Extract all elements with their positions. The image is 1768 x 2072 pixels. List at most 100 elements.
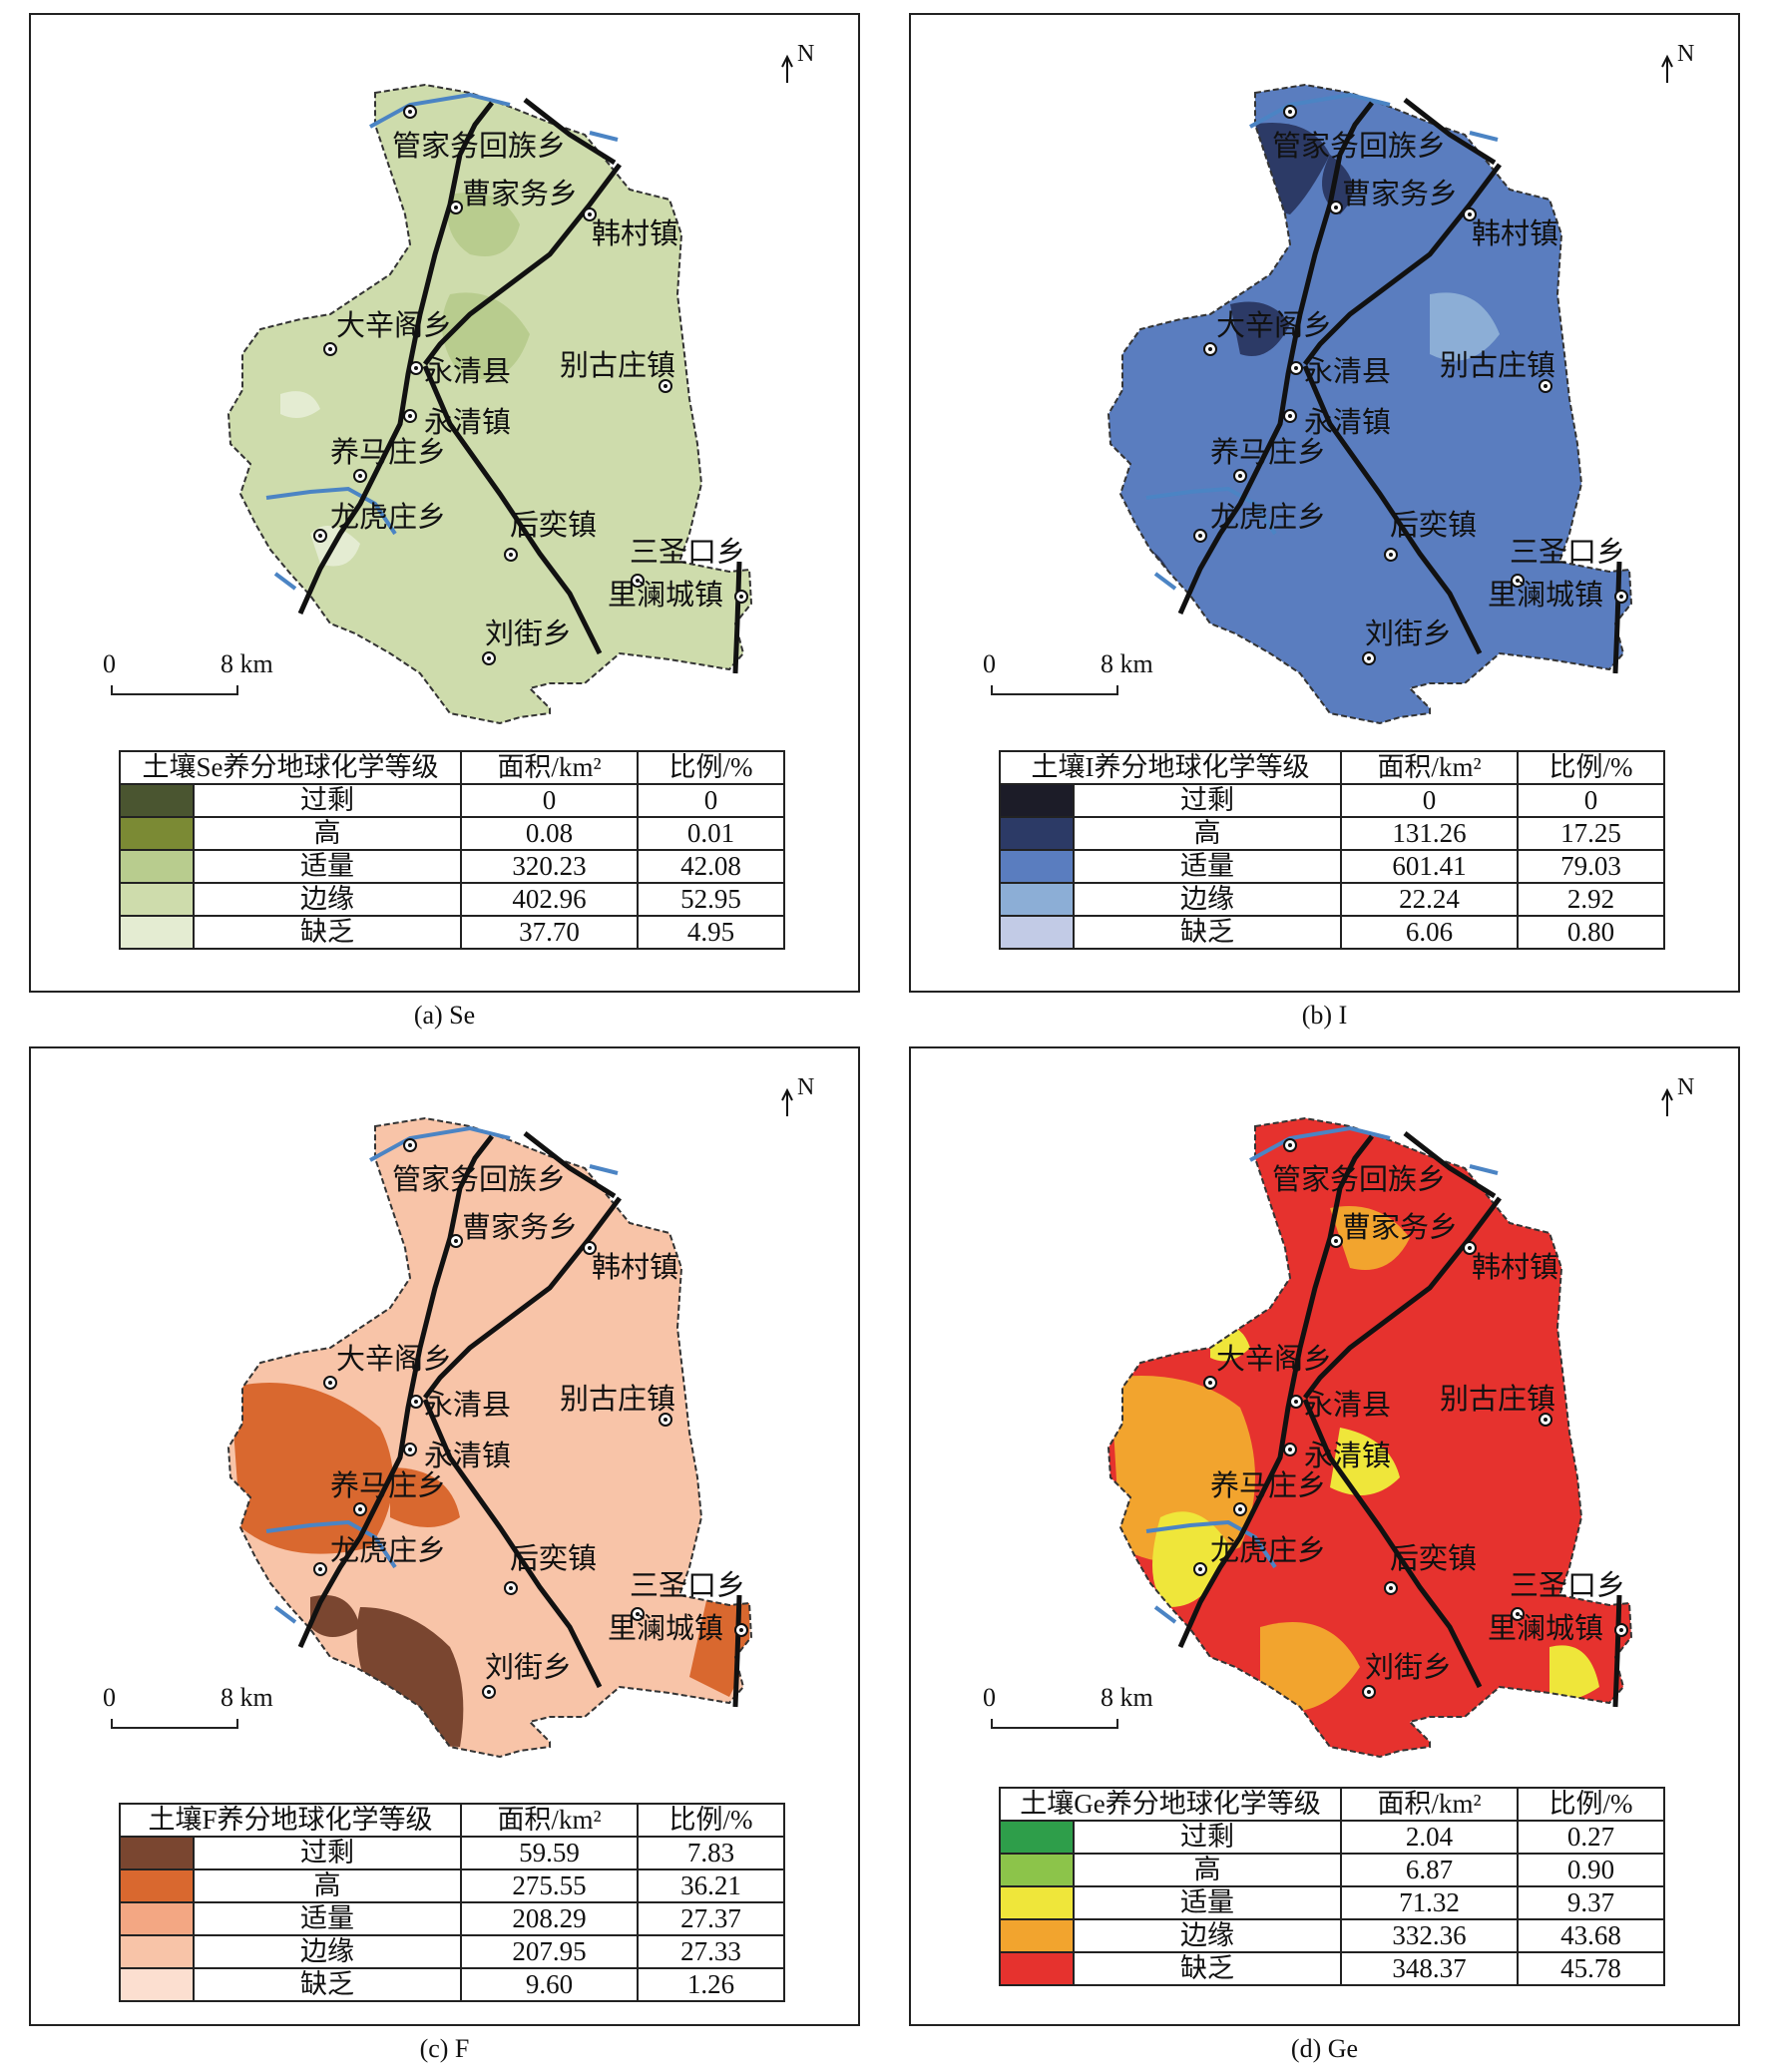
grade-patch: [1430, 292, 1500, 361]
area-header: 面积/km²: [460, 750, 639, 785]
place-label: 刘街乡: [485, 1652, 573, 1684]
place-label: 别古庄镇: [1440, 1384, 1556, 1416]
river: [589, 1164, 619, 1175]
area-value: 0: [1340, 783, 1519, 818]
area-value: 131.26: [1340, 816, 1519, 851]
grade-label: 适量: [193, 849, 462, 884]
area-value: 320.23: [460, 849, 639, 884]
grade-label: 过剩: [1073, 783, 1342, 818]
town-marker-dot: [663, 1418, 667, 1422]
ratio-header: 比例/%: [1517, 750, 1665, 785]
road: [523, 1131, 617, 1199]
legend-table: 土壤F养分地球化学等级 面积/km² 比例/% 过剩 59.59 7.83 高 275.55 3…: [119, 1803, 785, 2002]
road: [1612, 561, 1622, 674]
place-label: 韩村镇: [592, 218, 679, 250]
ratio-value: 0.90: [1517, 1853, 1665, 1887]
river: [369, 92, 511, 129]
river: [273, 572, 297, 591]
scale-km-label: 8 km: [221, 1683, 273, 1712]
legend-table: 土壤Ge养分地球化学等级 面积/km² 比例/% 过剩 2.04 0.27 高 6.87 0.9…: [999, 1787, 1665, 1986]
road: [1177, 1134, 1374, 1649]
county-boundary: [226, 83, 753, 725]
town-marker-dot: [1238, 474, 1242, 478]
town-marker-dot: [663, 384, 667, 388]
legend-row: 高 6.87 0.90: [999, 1853, 1665, 1887]
town-marker-dot: [1334, 206, 1338, 209]
town-marker-dot: [408, 1143, 412, 1147]
map-panel: 管家务回族乡 曹家务乡 韩村镇 大辛阁乡 永清县 别古庄镇 永清镇 养马庄乡 龙虎庄乡 后奕镇 三圣…: [29, 13, 860, 993]
legend-swatch: [999, 783, 1075, 818]
legend-row: 边缘 22.24 2.92: [999, 882, 1665, 917]
grade-label: 边缘: [193, 1934, 462, 1969]
county-boundary: [226, 1116, 753, 1759]
legend-row: 缺乏 348.37 45.78: [999, 1951, 1665, 1986]
place-label: 养马庄乡: [330, 1470, 447, 1502]
legend-row: 缺乏 37.70 4.95: [119, 915, 785, 950]
legend-swatch: [119, 783, 195, 818]
road: [423, 1196, 622, 1400]
place-label: 曹家务乡: [462, 179, 579, 210]
legend-title: 土壤I养分地球化学等级: [999, 750, 1342, 785]
place-label: 别古庄镇: [1440, 350, 1556, 382]
place-label: 里澜城镇: [608, 580, 724, 612]
legend-swatch: [999, 1853, 1075, 1887]
road: [422, 1399, 603, 1689]
place-label: 曹家务乡: [462, 1212, 579, 1244]
ratio-value: 42.08: [637, 849, 785, 884]
town-marker-dot: [636, 579, 640, 583]
area-value: 6.06: [1340, 915, 1519, 950]
legend-swatch: [999, 849, 1075, 884]
river: [369, 1125, 511, 1162]
scale-bar: [111, 1719, 238, 1729]
place-label: 管家务回族乡: [392, 131, 567, 163]
place-label: 大辛阁乡: [1216, 1344, 1333, 1376]
area-value: 6.87: [1340, 1853, 1519, 1887]
grade-patch: [230, 1383, 393, 1554]
legend-row: 过剩 59.59 7.83: [119, 1836, 785, 1870]
area-value: 402.96: [460, 882, 639, 917]
river: [1153, 572, 1177, 591]
place-label: 龙虎庄乡: [1210, 1535, 1327, 1567]
legend-row: 适量 208.29 27.37: [119, 1901, 785, 1936]
road: [297, 1134, 494, 1649]
legend-swatch: [119, 849, 195, 884]
legend-swatch: [119, 1868, 195, 1903]
legend-swatch: [119, 1836, 195, 1870]
panel-caption: (a) Se: [413, 1001, 476, 1030]
town-marker-dot: [1619, 1628, 1623, 1632]
grade-label: 过剩: [193, 783, 462, 818]
county-boundary: [1106, 83, 1633, 725]
town-marker-dot: [1334, 1239, 1338, 1243]
grade-patch: [1549, 1645, 1599, 1701]
town-marker-dot: [1367, 656, 1371, 660]
town-marker-dot: [1468, 212, 1472, 216]
town-marker-dot: [1389, 1586, 1393, 1590]
ratio-value: 1.26: [637, 1967, 785, 2002]
place-label: 刘街乡: [1365, 1652, 1453, 1684]
area-header: 面积/km²: [1340, 750, 1519, 785]
place-label: 后奕镇: [1390, 510, 1478, 542]
river: [1153, 1605, 1177, 1624]
scale-zero-label: 0: [983, 1683, 996, 1712]
road: [732, 1594, 742, 1708]
river: [1145, 1519, 1277, 1569]
place-label: 三圣口乡: [630, 1570, 746, 1602]
grade-label: 过剩: [193, 1836, 462, 1870]
north-arrow-icon: [781, 54, 793, 83]
town-marker-dot: [328, 347, 332, 351]
town-marker-dot: [1516, 579, 1520, 583]
place-label: 永清县: [1304, 1390, 1392, 1422]
river: [273, 1605, 297, 1624]
town-marker-dot: [1544, 1418, 1547, 1422]
road: [423, 163, 622, 366]
grade-patch: [280, 391, 320, 418]
legend-row: 过剩 0 0: [999, 783, 1665, 818]
legend-swatch: [999, 1885, 1075, 1920]
ratio-value: 52.95: [637, 882, 785, 917]
legend-title: 土壤F养分地球化学等级: [119, 1803, 462, 1838]
ratio-header: 比例/%: [1517, 1787, 1665, 1822]
town-marker-dot: [1619, 595, 1623, 599]
town-marker-dot: [739, 1628, 743, 1632]
place-label: 龙虎庄乡: [330, 502, 447, 534]
place-label: 永清县: [1304, 356, 1392, 388]
